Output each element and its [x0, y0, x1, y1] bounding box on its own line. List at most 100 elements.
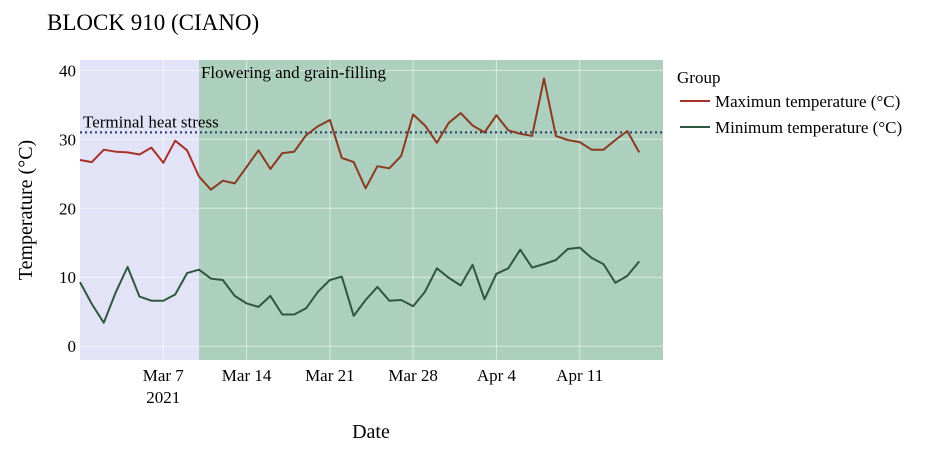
data-point	[232, 293, 237, 298]
x-tick-label: Mar 7	[143, 366, 185, 385]
data-point	[530, 265, 535, 270]
shaded-region-1	[198, 60, 663, 360]
data-point	[625, 129, 630, 134]
data-point	[137, 294, 142, 299]
y-tick-label: 20	[59, 199, 76, 218]
data-point	[101, 320, 106, 325]
data-point	[292, 149, 297, 154]
data-point	[185, 271, 190, 276]
data-point	[256, 304, 261, 309]
data-point	[149, 298, 154, 303]
data-point	[113, 290, 118, 295]
data-point	[577, 245, 582, 250]
data-point	[553, 258, 558, 263]
chart-title: BLOCK 910 (CIANO)	[47, 10, 259, 35]
x-axis-ticks: Mar 7 2021 Mar 14 Mar 21 Mar 28 Apr 4 Apr 11	[143, 366, 603, 407]
data-point	[256, 148, 261, 153]
data-point	[518, 131, 523, 136]
data-point	[208, 276, 213, 281]
data-point	[411, 112, 416, 117]
data-point	[78, 158, 83, 163]
data-point	[458, 283, 463, 288]
data-point	[434, 140, 439, 145]
series-line-1	[79, 246, 640, 324]
data-point	[197, 267, 202, 272]
data-point	[232, 181, 237, 186]
data-point	[482, 297, 487, 302]
data-point	[351, 313, 356, 318]
series-line-0	[79, 139, 200, 178]
data-point	[185, 148, 190, 153]
data-point	[482, 130, 487, 135]
data-point	[589, 147, 594, 152]
data-point	[244, 301, 249, 306]
data-point	[161, 160, 166, 165]
data-point	[411, 304, 416, 309]
data-point	[637, 150, 642, 155]
legend-title: Group	[677, 68, 720, 87]
data-point	[494, 113, 499, 118]
data-point	[101, 147, 106, 152]
data-point	[506, 128, 511, 133]
data-point	[613, 138, 618, 143]
y-tick-label: 10	[59, 268, 76, 287]
data-point	[387, 166, 392, 171]
data-point	[494, 271, 499, 276]
data-point	[173, 138, 178, 143]
data-point	[601, 147, 606, 152]
data-point	[553, 133, 558, 138]
plot-area: Flowering and grain-filling Terminal hea…	[78, 60, 663, 360]
data-point	[387, 298, 392, 303]
series-line-0-segment	[198, 77, 641, 191]
data-point	[339, 274, 344, 279]
data-point	[375, 164, 380, 169]
y-axis-label: Temperature (°C)	[15, 140, 37, 280]
data-point	[125, 264, 130, 269]
shaded-region-0	[80, 60, 199, 360]
data-point	[316, 124, 321, 129]
data-point	[589, 255, 594, 260]
data-point	[125, 150, 130, 155]
data-point	[565, 247, 570, 252]
data-point	[399, 153, 404, 158]
x-tick-label: Apr 11	[556, 366, 603, 385]
data-point	[161, 298, 166, 303]
data-point	[280, 151, 285, 156]
data-point	[577, 140, 582, 145]
data-point	[363, 298, 368, 303]
data-point	[506, 266, 511, 271]
data-point	[113, 149, 118, 154]
heat-stress-label: Terminal heat stress	[83, 112, 219, 131]
data-point	[613, 280, 618, 285]
x-axis-label: Date	[352, 421, 390, 443]
data-point	[434, 266, 439, 271]
data-point	[268, 293, 273, 298]
data-point	[137, 152, 142, 157]
data-point	[304, 133, 309, 138]
data-point	[244, 164, 249, 169]
data-point	[351, 160, 356, 165]
data-point	[399, 298, 404, 303]
x-tick-label: Mar 28	[388, 366, 438, 385]
data-point	[470, 262, 475, 267]
data-point	[89, 302, 94, 307]
data-point	[197, 174, 202, 179]
data-point	[446, 120, 451, 125]
y-tick-label: 0	[68, 337, 77, 356]
data-point	[220, 278, 225, 283]
data-point	[280, 312, 285, 317]
data-point	[423, 123, 428, 128]
y-tick-label: 30	[59, 130, 76, 149]
y-tick-label: 40	[59, 61, 76, 80]
data-point	[292, 312, 297, 317]
legend-label-0: Maximun temperature (°C)	[715, 92, 900, 111]
data-point	[601, 262, 606, 267]
data-point	[327, 118, 332, 123]
x-tick-label: Mar 21	[305, 366, 355, 385]
x-tick-label: Apr 4	[477, 366, 517, 385]
region-label: Flowering and grain-filling	[201, 63, 387, 82]
data-point	[518, 247, 523, 252]
data-point	[173, 292, 178, 297]
data-point	[304, 306, 309, 311]
